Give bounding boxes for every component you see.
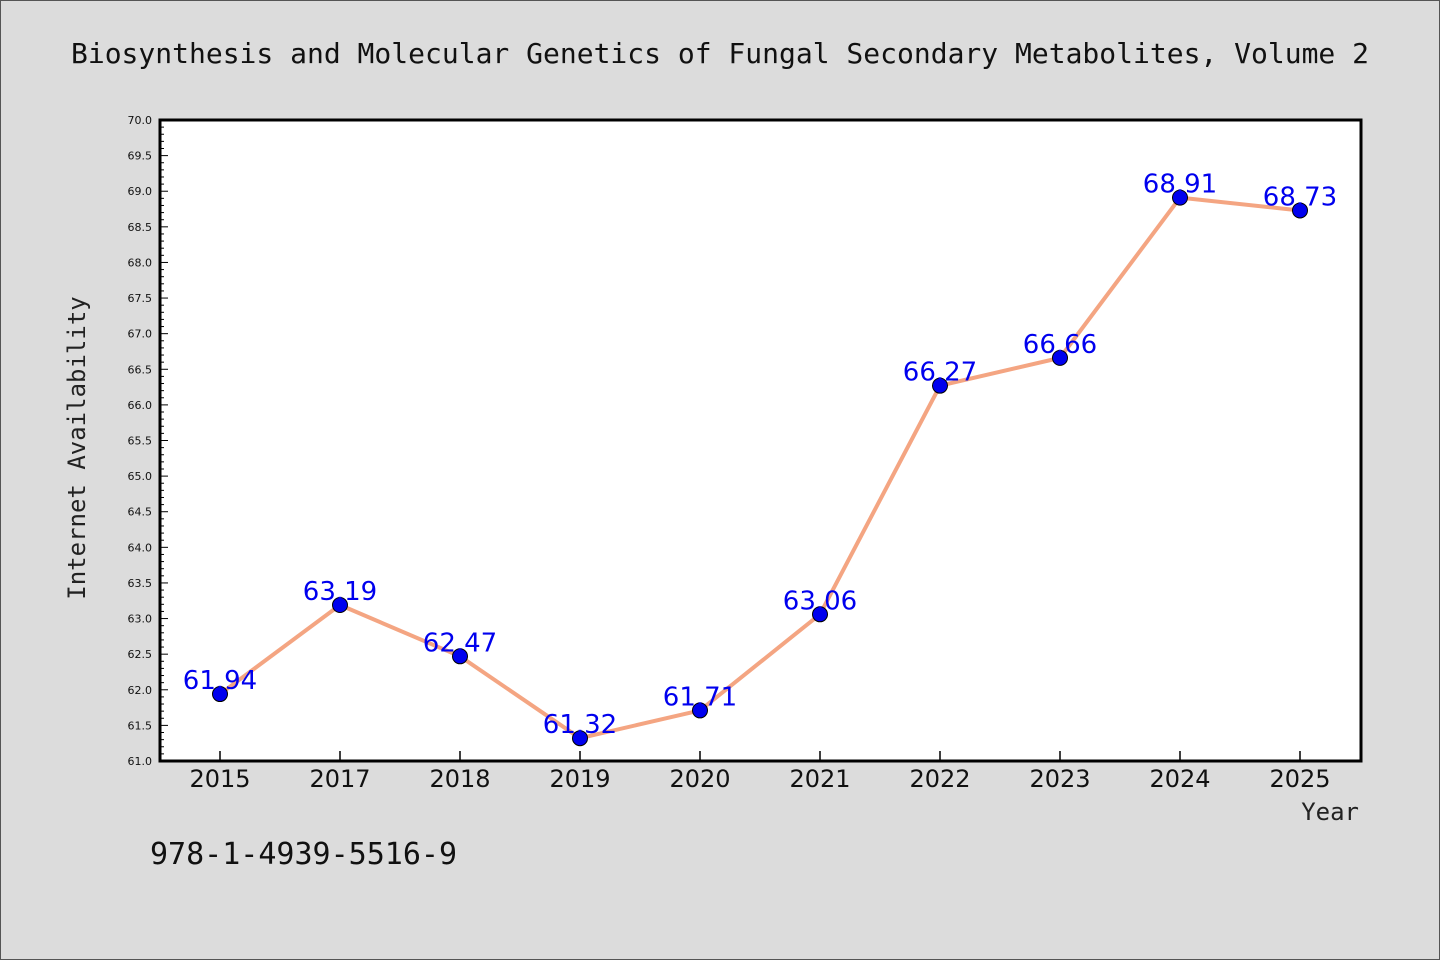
x-tick-label: 2021 [789, 765, 850, 793]
y-tick-label: 65.5 [128, 435, 153, 448]
y-tick-label: 62.0 [128, 684, 153, 697]
data-label: 66.66 [1023, 330, 1097, 360]
x-tick-label: 2023 [1029, 765, 1090, 793]
x-tick-label: 2015 [189, 765, 250, 793]
data-label: 61.94 [183, 666, 257, 696]
y-axis: 61.0 61.5 62.0 62.5 63.0 63.5 64.0 64.5 65.0 65.5… [128, 114, 168, 768]
y-tick-label: 67.5 [128, 292, 153, 305]
y-tick-label: 68.5 [128, 221, 153, 234]
y-tick-label: 68.0 [128, 256, 153, 269]
y-tick-label: 66.0 [128, 399, 153, 412]
data-point [1172, 189, 1188, 206]
x-tick-label: 2022 [909, 765, 970, 793]
x-tick-label: 2024 [1149, 765, 1210, 793]
y-tick-label: 69.5 [128, 150, 153, 163]
data-point [1292, 202, 1308, 219]
y-tick-label: 63.0 [128, 613, 153, 626]
data-point [932, 377, 948, 394]
data-label: 63.19 [303, 577, 377, 607]
y-tick-label: 70.0 [128, 114, 153, 127]
x-axis: 2015 2017 2018 2019 2020 2021 2022 2023 2024 2025 [189, 751, 1331, 793]
y-tick-label: 65.0 [128, 470, 153, 483]
data-label-layer: 61.94 63.19 62.47 61.32 61.71 63.06 66.27 66.66… [183, 170, 1337, 741]
y-tick-label: 67.0 [128, 328, 153, 341]
y-tick-label: 63.5 [128, 577, 153, 590]
x-tick-label: 2019 [549, 765, 610, 793]
chart-title: Biosynthesis and Molecular Genetics of F… [71, 37, 1369, 70]
plot-area [158, 118, 1363, 763]
data-label: 62.47 [423, 628, 497, 658]
x-tick-label: 2017 [309, 765, 370, 793]
data-point [332, 597, 348, 614]
data-label: 66.27 [903, 358, 977, 388]
data-label: 68.91 [1143, 170, 1217, 200]
y-axis-label: Internet Availability [63, 296, 91, 599]
data-point [572, 730, 588, 747]
x-tick-label: 2020 [669, 765, 730, 793]
data-label: 63.06 [783, 586, 857, 616]
isbn-text: 978-1-4939-5516-9 [150, 837, 457, 872]
x-tick-label: 2018 [429, 765, 490, 793]
data-point [692, 702, 708, 719]
x-tick-label: 2025 [1269, 765, 1330, 793]
data-point [812, 606, 828, 623]
y-tick-label: 64.0 [128, 541, 153, 554]
data-point [212, 686, 228, 703]
data-label: 61.32 [543, 710, 617, 740]
y-tick-label: 61.0 [128, 755, 153, 768]
series-layer [212, 189, 1308, 747]
data-label: 61.71 [663, 682, 737, 712]
y-tick-label: 62.5 [128, 648, 153, 661]
y-tick-label: 69.0 [128, 185, 153, 198]
data-point [452, 648, 468, 665]
y-tick-label: 64.5 [128, 506, 153, 519]
data-point [1052, 349, 1068, 366]
y-tick-label: 66.5 [128, 363, 153, 376]
series-line [218, 195, 1301, 741]
y-tick-label: 61.5 [128, 719, 153, 732]
data-label: 68.73 [1263, 182, 1337, 212]
x-axis-label: Year [1301, 798, 1359, 826]
